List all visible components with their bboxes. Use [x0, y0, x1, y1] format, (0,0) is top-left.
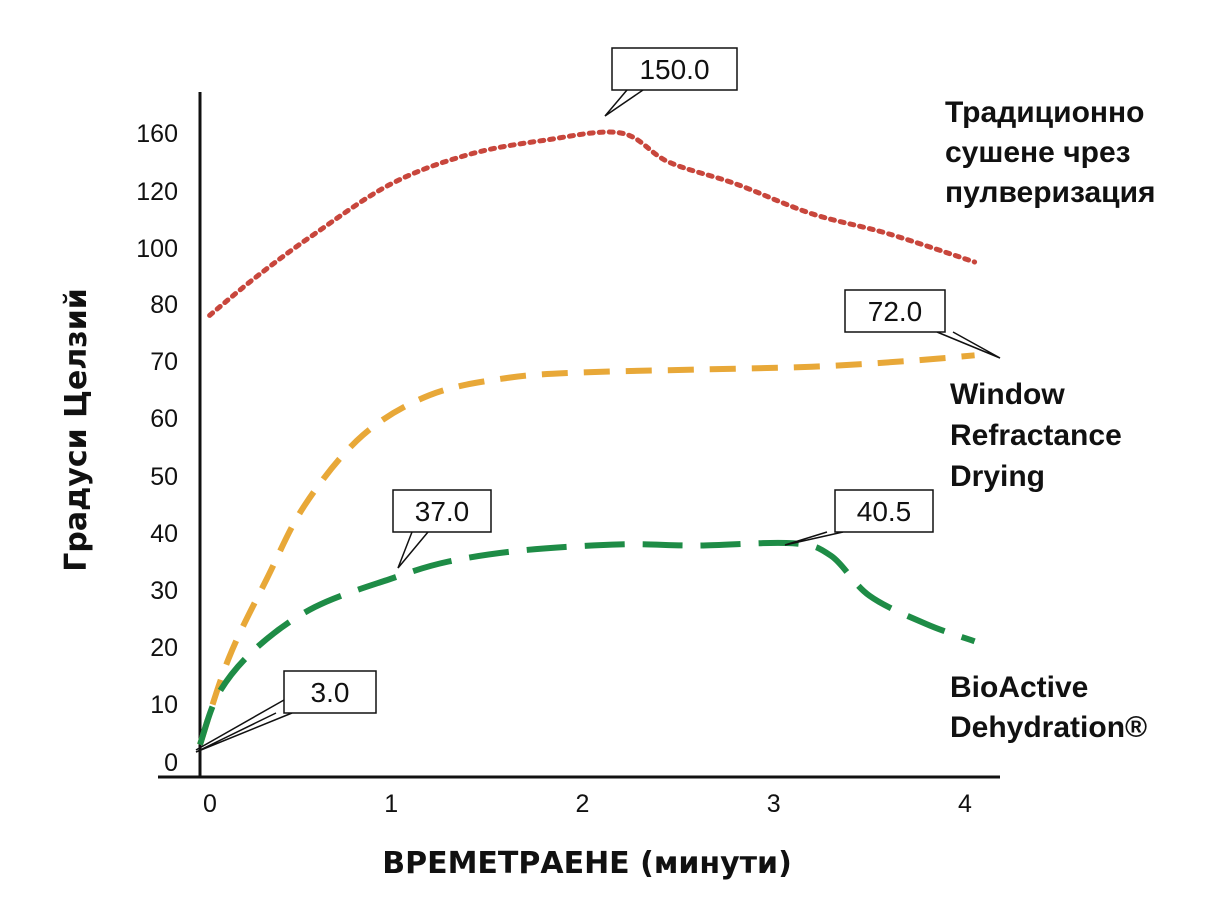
- series-label: Window: [950, 378, 1065, 411]
- callout-pointer: [195, 712, 293, 753]
- value-callout: 40.5: [784, 489, 934, 546]
- callout-value: 40.5: [857, 496, 912, 527]
- x-axis-title: ВРЕМЕТРАЕНЕ (минути): [382, 846, 792, 881]
- series-label: Refractance: [950, 419, 1122, 452]
- y-tick-label: 160: [136, 120, 178, 148]
- traditional-spray-drying-line: [207, 129, 978, 318]
- callouts: 150.0 72.0 37.0 40.5 3.0: [195, 47, 1001, 753]
- callout-pointer: [195, 699, 285, 751]
- value-callout: 3.0: [195, 670, 377, 753]
- series-label: BioActive: [950, 671, 1088, 704]
- y-tick-label: 100: [136, 235, 178, 263]
- value-callout: 37.0: [392, 489, 492, 569]
- y-tick-label: 30: [150, 577, 178, 605]
- series-labels: Традиционно сушене чрез пулверизация Window…: [945, 96, 1156, 744]
- callout-value: 37.0: [415, 496, 470, 527]
- callout-box: [283, 670, 377, 714]
- callout-box: [392, 489, 492, 533]
- series-label: пулверизация: [945, 176, 1156, 209]
- callout-box: [611, 47, 738, 91]
- y-axis-title: Градуси Целзий: [59, 288, 94, 572]
- y-tick-label: 70: [150, 348, 178, 376]
- value-callout: 72.0: [844, 289, 1001, 359]
- callout-pointer: [397, 531, 429, 569]
- callout-value: 150.0: [639, 54, 709, 85]
- series-label: Dehydration®: [950, 711, 1147, 744]
- y-tick-label: 120: [136, 178, 178, 206]
- y-tick-label: 10: [150, 691, 178, 719]
- y-tick-label: 50: [150, 463, 178, 491]
- y-tick-label: 40: [150, 520, 178, 548]
- y-tick-label: 80: [150, 291, 178, 319]
- callout-box: [844, 289, 946, 333]
- value-callout: 150.0: [604, 47, 738, 117]
- x-tick-label: 4: [958, 790, 972, 818]
- series-layer: [197, 129, 978, 746]
- x-tick-label: 0: [203, 790, 217, 818]
- callout-pointer: [936, 331, 1001, 359]
- window-refractance-drying-line: [197, 352, 975, 746]
- bioactive-dehydration-line: [197, 539, 976, 746]
- series-label: Drying: [950, 460, 1045, 493]
- callout-box: [834, 489, 934, 533]
- series-label: Традиционно: [945, 96, 1144, 129]
- y-tick-label: 20: [150, 634, 178, 662]
- x-tick-label: 3: [767, 790, 781, 818]
- x-tick-label: 1: [384, 790, 398, 818]
- y-tick-label: 60: [150, 405, 178, 433]
- x-tick-label: 2: [576, 790, 590, 818]
- callout-pointer: [784, 531, 844, 546]
- y-tick-label: 0: [164, 749, 178, 777]
- callout-value: 3.0: [311, 677, 350, 708]
- series-label: сушене чрез: [945, 136, 1131, 169]
- callout-pointer: [604, 89, 644, 117]
- callout-value: 72.0: [868, 296, 923, 327]
